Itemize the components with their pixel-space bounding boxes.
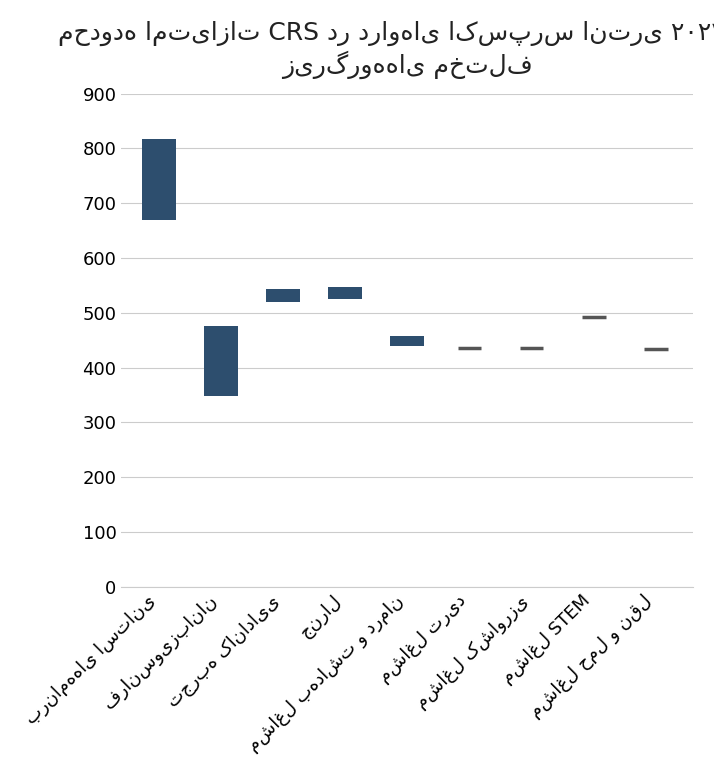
- Bar: [328, 287, 362, 299]
- Title: محدوده امتیازات CRS در دراوهای اکسپرس انتری ۲۰۲۴ در
زیرگروه‌های مختلف: محدوده امتیازات CRS در دراوهای اکسپرس ان…: [59, 21, 714, 79]
- Bar: [203, 326, 238, 396]
- Bar: [141, 138, 176, 220]
- Bar: [266, 289, 300, 302]
- Bar: [390, 336, 424, 345]
